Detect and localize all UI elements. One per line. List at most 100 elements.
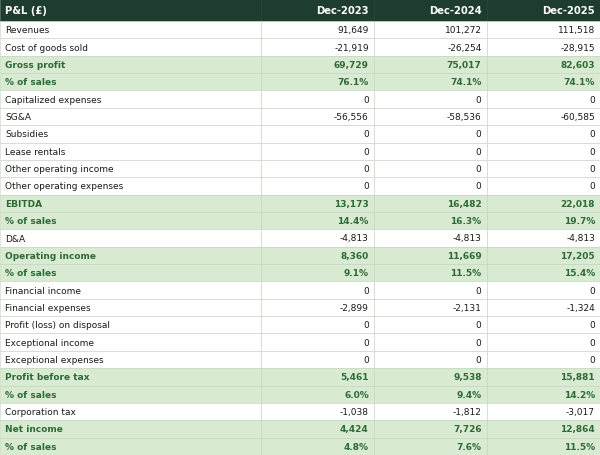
Text: 17,205: 17,205 [560,251,595,260]
Text: 111,518: 111,518 [558,26,595,35]
Text: -4,813: -4,813 [566,234,595,243]
Bar [374,109,487,126]
Bar [0,56,261,74]
Text: 11.5%: 11.5% [564,442,595,451]
Text: 7,726: 7,726 [453,425,482,434]
Bar [374,282,487,299]
Bar [374,22,487,39]
Text: 91,649: 91,649 [337,26,369,35]
Bar [487,161,600,178]
Text: 82,603: 82,603 [560,61,595,70]
Text: 9.1%: 9.1% [344,268,369,278]
Bar [0,420,261,438]
Bar [261,369,374,386]
Text: -4,813: -4,813 [340,234,369,243]
Bar [0,369,261,386]
Text: % of sales: % of sales [5,78,56,87]
Text: 0: 0 [589,182,595,191]
Bar [261,39,374,56]
Text: -58,536: -58,536 [447,113,482,121]
Bar [261,178,374,195]
Text: 5,461: 5,461 [340,373,369,382]
Text: Gross profit: Gross profit [5,61,65,70]
Text: 13,173: 13,173 [334,199,369,208]
Bar [0,212,261,230]
Bar [487,316,600,334]
Bar [261,351,374,369]
Bar [487,74,600,91]
Text: 0: 0 [476,355,482,364]
Text: Net income: Net income [5,425,63,434]
Bar [487,438,600,455]
Bar [374,351,487,369]
Bar [261,56,374,74]
Bar [261,403,374,420]
Bar [487,212,600,230]
Text: 0: 0 [476,286,482,295]
Text: SG&A: SG&A [5,113,31,121]
Text: 74.1%: 74.1% [450,78,482,87]
Text: 75,017: 75,017 [447,61,482,70]
Bar [374,230,487,247]
Text: 76.1%: 76.1% [338,78,369,87]
Bar [374,438,487,455]
Text: -21,919: -21,919 [334,43,369,52]
Text: 0: 0 [363,165,369,174]
Text: 0: 0 [363,130,369,139]
Bar [261,334,374,351]
Bar [487,282,600,299]
Text: Corporation tax: Corporation tax [5,407,76,416]
Bar [261,126,374,143]
Text: 0: 0 [476,321,482,329]
Bar [0,230,261,247]
Text: 0: 0 [476,182,482,191]
Text: -28,915: -28,915 [560,43,595,52]
Bar [487,56,600,74]
Bar [261,109,374,126]
Bar [374,195,487,212]
Bar [261,195,374,212]
Bar [374,178,487,195]
Bar [0,264,261,282]
Bar [374,0,487,22]
Bar [0,282,261,299]
Bar [0,39,261,56]
Bar [261,316,374,334]
Text: 0: 0 [589,96,595,104]
Bar [261,91,374,109]
Bar [0,109,261,126]
Text: 0: 0 [363,96,369,104]
Text: P&L (£): P&L (£) [5,6,47,16]
Text: % of sales: % of sales [5,217,56,226]
Bar [261,22,374,39]
Text: 15.4%: 15.4% [564,268,595,278]
Text: Revenues: Revenues [5,26,49,35]
Text: 6.0%: 6.0% [344,390,369,399]
Text: -4,813: -4,813 [453,234,482,243]
Bar [0,74,261,91]
Text: 0: 0 [363,286,369,295]
Bar [0,161,261,178]
Bar [487,195,600,212]
Text: 101,272: 101,272 [445,26,482,35]
Bar [261,143,374,161]
Bar [374,299,487,316]
Bar [261,0,374,22]
Text: 0: 0 [589,286,595,295]
Text: 0: 0 [589,147,595,157]
Text: Cost of goods sold: Cost of goods sold [5,43,88,52]
Bar [261,74,374,91]
Text: EBITDA: EBITDA [5,199,42,208]
Text: -1,038: -1,038 [340,407,369,416]
Text: 12,864: 12,864 [560,425,595,434]
Text: -60,585: -60,585 [560,113,595,121]
Text: Profit before tax: Profit before tax [5,373,89,382]
Bar [374,386,487,403]
Bar [261,282,374,299]
Text: Lease rentals: Lease rentals [5,147,65,157]
Bar [0,299,261,316]
Bar [374,212,487,230]
Text: 16.3%: 16.3% [451,217,482,226]
Text: 0: 0 [476,147,482,157]
Text: 0: 0 [589,165,595,174]
